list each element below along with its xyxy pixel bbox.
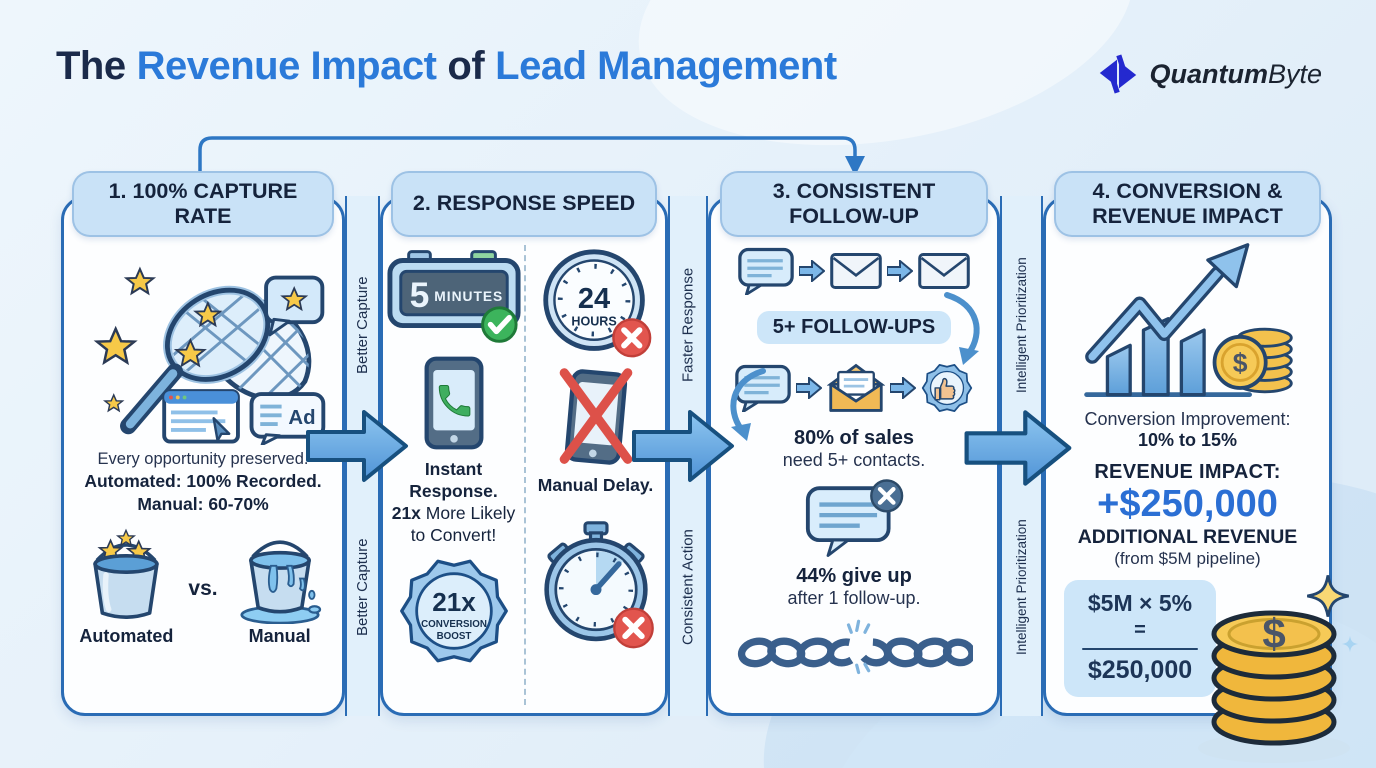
brand-name-bold: Quantum <box>1149 58 1268 89</box>
formula-expression: $5M × 5% <box>1087 589 1193 616</box>
thumbs-up-icon <box>921 364 973 412</box>
quantumbyte-logo-icon <box>1100 54 1137 94</box>
capture-net-icon: Ad <box>95 268 326 445</box>
sparkle-icon <box>1341 635 1359 653</box>
bucket-manual-leaking-icon <box>240 540 321 624</box>
formula-divider <box>1082 647 1198 650</box>
analog-clock-24-hours-icon: 24 HOURS <box>542 249 651 358</box>
svg-text:MINUTES: MINUTES <box>434 289 503 304</box>
mini-arrow-icon <box>887 260 913 282</box>
title-word: Revenue Impact <box>136 44 437 88</box>
ribbon-label: Consistent Action <box>679 529 697 645</box>
stat-44-percent: 44% give up after 1 follow-up. <box>787 564 921 608</box>
conversion-improvement-value: 10% to 15% <box>1137 430 1238 450</box>
web-form-icon <box>162 389 240 444</box>
bucket-automated-icon <box>93 529 160 619</box>
conversion-improvement-label: Conversion Improvement: <box>1084 409 1291 429</box>
capture-line: Automated: 100% Recorded. <box>84 471 322 492</box>
curved-arrow-down-icon <box>944 292 980 365</box>
check-icon <box>480 306 518 343</box>
svg-text:HOURS: HOURS <box>571 314 616 328</box>
svg-text:BOOST: BOOST <box>436 631 471 642</box>
flow-arrow-icon <box>306 410 408 482</box>
stat-80-percent: 80% of sales need 5+ contacts. <box>782 427 926 470</box>
ribbon-label: Better Capture <box>354 538 371 636</box>
follow-up-sequence-row-1 <box>738 247 970 295</box>
panel-conversion-revenue-title: 4. CONVERSION & REVENUE IMPACT <box>1054 171 1321 237</box>
brand-name: QuantumByte <box>1149 59 1322 90</box>
panel-response-speed: 2. RESPONSE SPEED 5 MINUTES <box>380 171 668 716</box>
svg-text:Ad: Ad <box>288 407 315 429</box>
page-title: The Revenue Impact of Lead Management <box>56 44 837 89</box>
envelope-icon <box>918 253 970 289</box>
brand-name-light: Byte <box>1267 58 1322 89</box>
svg-text:CONVERSION: CONVERSION <box>421 618 487 629</box>
phone-blocked-icon <box>559 368 632 465</box>
mini-arrow-icon <box>890 377 916 399</box>
curved-arrow-down-icon <box>730 368 766 441</box>
chat-dismissed-icon <box>805 478 904 557</box>
growth-chart-icon: $ <box>1083 243 1293 397</box>
svg-text:$: $ <box>1232 348 1247 378</box>
panel-response-speed-title: 2. RESPONSE SPEED <box>391 171 657 237</box>
panel-consistent-follow-up-title: 3. CONSISTENT FOLLOW-UP <box>719 171 989 237</box>
instant-response-caption: Instant Response. 21x More Likely to Con… <box>391 459 516 545</box>
stopwatch-icon <box>543 521 654 649</box>
capture-stats-text: Every opportunity preserved. Automated: … <box>64 449 342 516</box>
versus-label: vs. <box>188 576 218 600</box>
panel-consistent-follow-up: 3. CONSISTENT FOLLOW-UP <box>708 171 1000 716</box>
capture-line: Manual: 60-70% <box>137 494 269 515</box>
follow-ups-pill: 5+ FOLLOW-UPS <box>756 311 952 344</box>
flow-arrow-icon <box>632 410 734 482</box>
flow-arrow-icon <box>964 410 1072 486</box>
manual-delay-caption: Manual Delay. <box>537 475 654 495</box>
coin-stack-icon: $ <box>1198 573 1359 763</box>
mini-arrow-icon <box>799 260 825 282</box>
ad-bubble-icon: Ad <box>249 392 326 445</box>
title-word: of <box>447 44 485 88</box>
title-word: Lead Management <box>495 44 837 88</box>
coin-icon: $ <box>1212 327 1293 394</box>
svg-text:$: $ <box>1262 610 1285 657</box>
chat-bubble-icon <box>738 247 794 295</box>
envelope-icon <box>830 253 882 289</box>
conversion-boost-badge-icon: 21x CONVERSION BOOST <box>399 559 508 662</box>
title-word: The <box>56 44 126 88</box>
brand-logo: QuantumByte <box>1095 52 1322 96</box>
revenue-impact-value: +$250,000 <box>1097 483 1278 525</box>
digital-clock-5-minutes-icon: 5 MINUTES <box>386 250 521 343</box>
sparkle-icon <box>1305 573 1351 619</box>
bucket-label: Automated <box>79 625 174 646</box>
ribbon-label: Intelligent Prioritization <box>1014 519 1029 655</box>
panel-capture-rate-title: 1. 100% CAPTURE RATE <box>72 171 334 237</box>
top-flow-connector-arrow <box>198 136 865 176</box>
star-review-bubble-icon <box>264 275 325 337</box>
revenue-impact-label: REVENUE IMPACT: <box>1094 461 1281 483</box>
cross-icon <box>612 607 654 649</box>
formula-equals: = <box>1134 618 1146 641</box>
panel-capture-rate: 1. 100% CAPTURE RATE <box>61 171 345 716</box>
phone-call-icon <box>424 356 483 450</box>
revenue-formula-box: $5M × 5% = $250,000 <box>1064 579 1216 697</box>
svg-text:24: 24 <box>577 283 609 315</box>
pipeline-note: (from $5M pipeline) <box>1114 548 1261 568</box>
cross-icon <box>870 478 904 513</box>
formula-result: $250,000 <box>1087 656 1193 684</box>
svg-text:5: 5 <box>409 275 429 315</box>
bucket-label: Manual <box>248 625 311 646</box>
open-envelope-icon <box>827 363 885 412</box>
cross-icon <box>611 318 651 358</box>
mini-arrow-icon <box>796 377 822 399</box>
bucket-comparison: Automated vs. Manual <box>64 524 342 647</box>
broken-chain-icon <box>737 619 973 675</box>
svg-text:21x: 21x <box>432 587 476 617</box>
additional-revenue-label: ADDITIONAL REVENUE <box>1077 525 1298 548</box>
capture-line: Every opportunity preserved. <box>97 450 309 468</box>
